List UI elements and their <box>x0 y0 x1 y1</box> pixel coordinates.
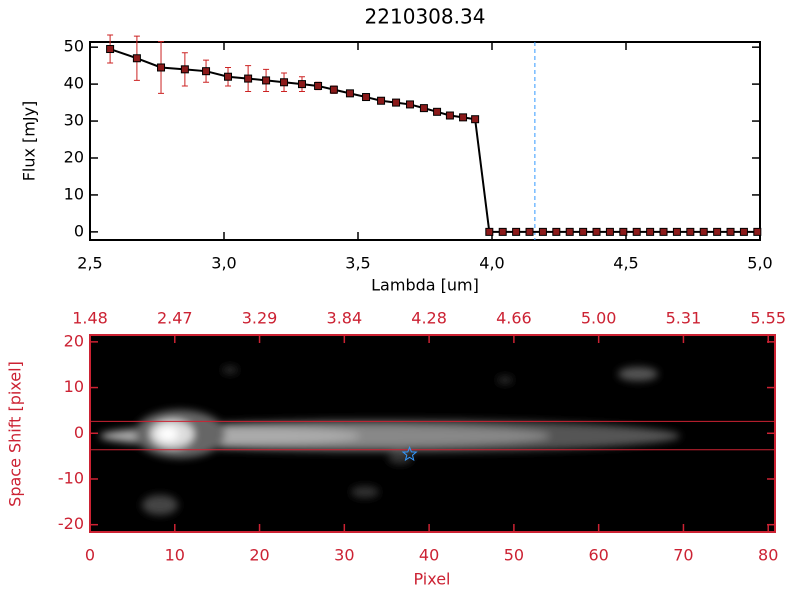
x2-tick-label: 5.55 <box>750 309 786 328</box>
y-tick-label: 20 <box>64 331 84 350</box>
data-point <box>345 89 354 98</box>
x2-tick-label: 4.66 <box>496 309 532 328</box>
y-tick-label: 10 <box>64 377 84 396</box>
x-tick-label: 3,5 <box>345 254 370 273</box>
x2-tick-label: 2.47 <box>157 309 193 328</box>
spectral-image <box>90 335 775 532</box>
data-point <box>538 227 547 236</box>
y-tick-label: -20 <box>58 514 84 533</box>
data-point <box>445 111 454 120</box>
data-point <box>419 104 428 113</box>
x2-tick-label: 3.84 <box>327 309 363 328</box>
x-tick-label: 60 <box>588 546 608 565</box>
data-point <box>552 227 561 236</box>
data-point <box>579 227 588 236</box>
data-point <box>471 115 480 124</box>
x-tick-label: 5,0 <box>747 254 772 273</box>
series-line <box>109 48 758 233</box>
x-axis-label: Pixel <box>413 570 450 589</box>
x-tick-label: 10 <box>165 546 185 565</box>
data-point <box>525 227 534 236</box>
y-tick-label: 20 <box>64 147 84 166</box>
x-tick-label: 40 <box>419 546 439 565</box>
data-point <box>180 65 189 74</box>
y-tick-label: 0 <box>74 221 84 240</box>
y-tick-label: 50 <box>64 37 84 56</box>
x2-tick-label: 3.29 <box>242 309 278 328</box>
y-tick-label: 40 <box>64 74 84 93</box>
data-point <box>646 227 655 236</box>
data-point <box>592 227 601 236</box>
data-point <box>392 98 401 107</box>
data-point <box>202 67 211 76</box>
data-point <box>459 113 468 122</box>
data-point <box>405 100 414 109</box>
x-tick-label: 70 <box>673 546 693 565</box>
data-point <box>297 80 306 89</box>
data-point <box>726 227 735 236</box>
data-point <box>485 227 494 236</box>
data-point <box>605 227 614 236</box>
y-axis-label: Flux [mJy] <box>20 101 39 182</box>
data-point <box>362 93 371 102</box>
y-tick-label: -10 <box>58 468 84 487</box>
x-tick-label: 30 <box>334 546 354 565</box>
data-point <box>498 227 507 236</box>
y-tick-label: 0 <box>74 423 84 442</box>
data-point <box>106 45 115 54</box>
data-point <box>659 227 668 236</box>
data-point <box>262 76 271 85</box>
x-tick-label: 3,0 <box>211 254 236 273</box>
data-point <box>686 227 695 236</box>
y-axis-label: Space Shift [pixel] <box>6 361 25 507</box>
x-tick-label: 4,0 <box>479 254 504 273</box>
data-point <box>753 227 762 236</box>
y-tick-label: 10 <box>64 184 84 203</box>
star-marker <box>401 445 418 462</box>
data-point <box>699 227 708 236</box>
data-point <box>713 227 722 236</box>
x-tick-label: 0 <box>85 546 95 565</box>
x2-tick-label: 4.28 <box>411 309 447 328</box>
x2-tick-label: 1.48 <box>72 309 108 328</box>
data-point <box>672 227 681 236</box>
data-point <box>244 74 253 83</box>
chart-title: 2210308.34 <box>365 5 486 29</box>
x-tick-label: 20 <box>249 546 269 565</box>
data-point <box>739 227 748 236</box>
data-point <box>377 96 386 105</box>
data-point <box>314 81 323 90</box>
plot-frame <box>89 41 761 241</box>
x2-tick-label: 5.31 <box>666 309 702 328</box>
data-point <box>512 227 521 236</box>
x2-tick-label: 5.00 <box>581 309 617 328</box>
x-tick-label: 4,5 <box>613 254 638 273</box>
data-point <box>433 107 442 116</box>
data-point <box>132 54 141 63</box>
x-tick-label: 80 <box>758 546 778 565</box>
image-labels: Pixel Space Shift [pixel] <box>6 361 451 588</box>
y-tick-label: 30 <box>64 111 84 130</box>
x-tick-label: 2,5 <box>77 254 102 273</box>
x-axis-label: Lambda [um] <box>371 276 479 295</box>
data-point <box>329 85 338 94</box>
data-point <box>280 78 289 87</box>
data-point <box>619 227 628 236</box>
data-point <box>157 63 166 72</box>
data-point <box>632 227 641 236</box>
x-tick-label: 50 <box>504 546 524 565</box>
data-point <box>565 227 574 236</box>
data-point <box>224 72 233 81</box>
